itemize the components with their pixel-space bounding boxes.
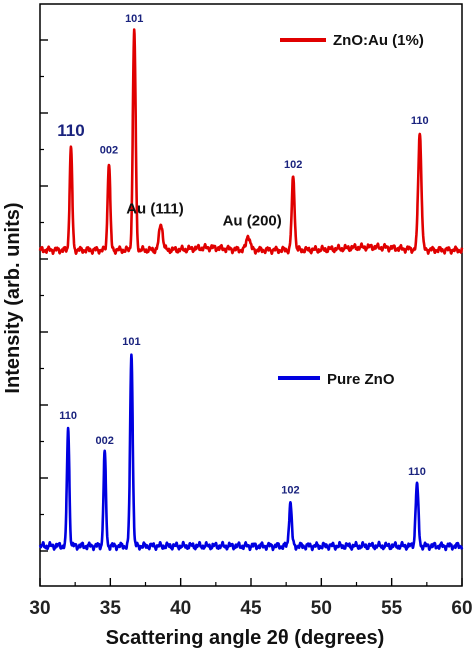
peak-labels-layer: 110 002 101 102 110 110 002 101 102 110 Au (111) Au… <box>57 13 428 497</box>
peak-label: 102 <box>281 485 299 497</box>
peak-label: 110 <box>59 410 77 422</box>
peak-label: 002 <box>100 144 118 156</box>
x-tick-label: 45 <box>240 598 262 619</box>
y-axis-title: Intensity (arb. units) <box>2 202 24 393</box>
x-tick-label: 55 <box>381 598 403 619</box>
x-tick-label: 50 <box>311 598 332 619</box>
au-annotation: Au (200) <box>223 212 282 229</box>
series-layer <box>38 28 464 552</box>
x-tick-label: 35 <box>100 598 122 619</box>
series-line-0 <box>38 28 464 255</box>
peak-label: 102 <box>284 159 302 171</box>
x-tick-label: 60 <box>451 598 472 619</box>
peak-label: 101 <box>122 336 140 348</box>
y-axis-ticks <box>40 39 48 552</box>
peak-label: 110 <box>411 115 429 127</box>
x-tick-label: 40 <box>170 598 191 619</box>
peak-label: 101 <box>125 13 143 25</box>
x-axis-ticks: 30 35 40 45 50 55 60 <box>29 578 473 619</box>
peak-label: 110 <box>408 466 426 478</box>
x-axis-title: Scattering angle 2θ (degrees) <box>106 627 385 649</box>
x-tick-label: 30 <box>29 598 50 619</box>
peak-label: 110 <box>57 121 84 140</box>
legend-label-zno-au: ZnO:Au (1%) <box>333 32 424 49</box>
series-line-1 <box>38 353 464 552</box>
peak-label: 002 <box>96 435 114 447</box>
legend-label-pure-zno: Pure ZnO <box>327 371 395 388</box>
au-annotation: Au (111) <box>126 201 184 218</box>
